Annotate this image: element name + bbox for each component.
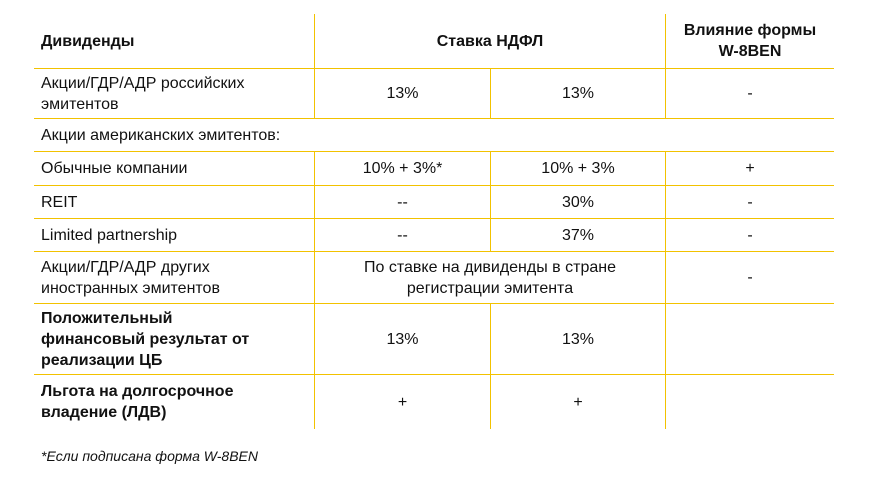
row-financial-result-rate1: 13% <box>314 304 490 375</box>
row-financial-result-label: Положительный финансовый результат от ре… <box>34 304 314 375</box>
row-reit-rate2-text: 30% <box>561 193 595 211</box>
row-foreign-w8ben-text: - <box>747 269 753 286</box>
row-reit-rate1: -- <box>314 186 490 219</box>
row-ordinary-w8ben: + <box>665 152 834 186</box>
header-ndfl-rate-text: Ставка НДФЛ <box>436 32 544 50</box>
row-lp-rate1: -- <box>314 219 490 252</box>
row-russian-label-text: Акции/ГДР/АДР российских эмитентов <box>41 73 244 115</box>
row-ordinary-label: Обычные компании <box>34 152 314 186</box>
row-foreign-rate-merged: По ставке на дивиденды в стране регистра… <box>314 252 665 304</box>
row-foreign-w8ben: - <box>665 252 834 304</box>
row-ldv-label-line1: Льгота на долгосрочное <box>41 383 234 400</box>
row-russian-w8ben-text: - <box>747 85 753 102</box>
row-foreign-label-text: Акции/ГДР/АДР других иностранных эмитент… <box>41 257 220 299</box>
row-lp-rate2: 37% <box>490 219 665 252</box>
row-ldv-rate2: + <box>490 375 665 429</box>
header-dividends: Дивиденды <box>34 14 314 69</box>
row-ordinary-rate1: 10% + 3%* <box>314 152 490 186</box>
header-dividends-text: Дивиденды <box>41 32 135 50</box>
row-financial-result-line2: финансовый результат от <box>41 330 250 348</box>
footnote: *Если подписана форма W-8BEN <box>41 448 258 464</box>
row-foreign-label-line2: иностранных эмитентов <box>41 279 220 297</box>
row-lp-rate1-text: -- <box>397 226 408 244</box>
row-russian-rate2-text: 13% <box>561 85 595 102</box>
header-w8ben-line2: W-8BEN <box>718 43 782 60</box>
row-ordinary-rate1-text: 10% + 3%* <box>362 160 443 177</box>
row-reit-w8ben: - <box>665 186 834 219</box>
row-russian-w8ben: - <box>665 69 834 119</box>
row-lp-rate2-text: 37% <box>561 226 595 244</box>
row-lp-w8ben-text: - <box>747 226 753 244</box>
row-ordinary-rate2-text: 10% + 3% <box>541 160 615 177</box>
row-lp-label: Limited partnership <box>34 219 314 252</box>
row-financial-result-rate2-text: 13% <box>561 330 595 348</box>
header-ndfl-rate: Ставка НДФЛ <box>314 14 665 69</box>
row-russian-rate2: 13% <box>490 69 665 119</box>
row-financial-result-line1: Положительный <box>41 309 173 327</box>
row-russian-label-line2: эмитентов <box>41 95 119 113</box>
header-w8ben: Влияние формы W-8BEN <box>665 14 834 69</box>
row-reit-rate2: 30% <box>490 186 665 219</box>
row-financial-result-label-text: Положительный финансовый результат от ре… <box>41 308 249 371</box>
row-lp-w8ben: - <box>665 219 834 252</box>
row-ldv-label-text: Льгота на долгосрочное владение (ЛДВ) <box>41 381 233 423</box>
row-financial-result-rate2: 13% <box>490 304 665 375</box>
row-financial-result-line3: реализации ЦБ <box>41 351 163 369</box>
section-american-issuers: Акции американских эмитентов: <box>34 119 834 152</box>
row-ordinary-label-text: Обычные компании <box>41 160 188 177</box>
row-lp-label-text: Limited partnership <box>41 226 178 244</box>
section-american-issuers-text: Акции американских эмитентов: <box>41 126 281 144</box>
header-w8ben-text: Влияние формы W-8BEN <box>684 20 816 62</box>
row-financial-result-w8ben <box>665 304 834 375</box>
row-ordinary-w8ben-text: + <box>745 160 755 177</box>
row-ordinary-rate2: 10% + 3% <box>490 152 665 186</box>
row-russian-label-line1: Акции/ГДР/АДР российских <box>41 74 245 92</box>
row-reit-label: REIT <box>34 186 314 219</box>
tax-table: Дивиденды Ставка НДФЛ Влияние формы W-8B… <box>34 14 834 429</box>
row-foreign-label-line1: Акции/ГДР/АДР других <box>41 258 210 276</box>
row-foreign-rate-merged-text: По ставке на дивиденды в стране регистра… <box>364 257 616 299</box>
row-russian-label: Акции/ГДР/АДР российских эмитентов <box>34 69 314 119</box>
row-foreign-label: Акции/ГДР/АДР других иностранных эмитент… <box>34 252 314 304</box>
row-foreign-rate-line2: регистрации эмитента <box>406 279 574 297</box>
row-ldv-w8ben <box>665 375 834 429</box>
row-ldv-rate2-text: + <box>573 393 583 411</box>
row-ldv-label: Льгота на долгосрочное владение (ЛДВ) <box>34 375 314 429</box>
row-russian-rate1: 13% <box>314 69 490 119</box>
row-reit-label-text: REIT <box>41 193 78 211</box>
row-russian-rate1-text: 13% <box>386 85 419 102</box>
header-w8ben-line1: Влияние формы <box>683 22 817 39</box>
row-foreign-rate-line1: По ставке на дивиденды в стране <box>364 258 616 276</box>
row-ldv-rate1-text: + <box>397 393 408 411</box>
row-reit-rate1-text: -- <box>397 193 408 211</box>
row-ldv-label-line2: владение (ЛДВ) <box>41 404 167 421</box>
row-financial-result-rate1-text: 13% <box>386 330 419 348</box>
row-ldv-rate1: + <box>314 375 490 429</box>
row-reit-w8ben-text: - <box>747 193 753 211</box>
